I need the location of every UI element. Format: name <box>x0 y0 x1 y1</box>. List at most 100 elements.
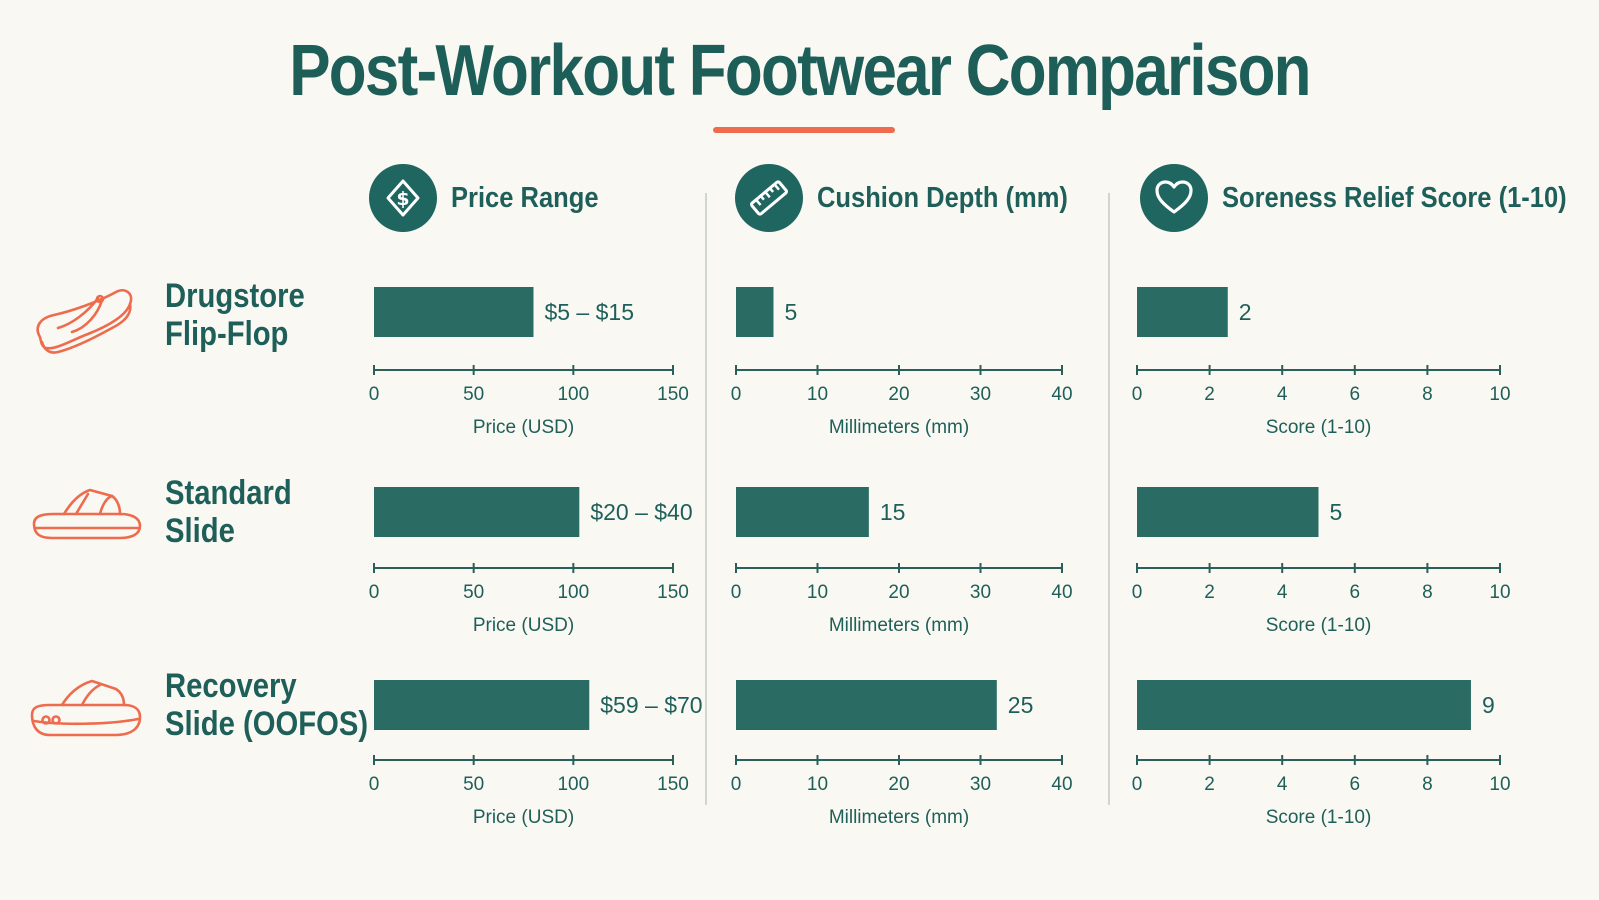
row-label-standard-slide: Standard Slide <box>165 474 337 550</box>
bar-value-label: 15 <box>880 499 906 525</box>
tick-label: 50 <box>463 384 484 405</box>
tick-label: 20 <box>888 774 909 795</box>
tick-label: 50 <box>463 774 484 795</box>
bar <box>736 487 869 537</box>
bar <box>374 487 580 537</box>
tick-label: 6 <box>1350 582 1361 603</box>
row-label-line: Drugstore <box>165 277 305 315</box>
bar <box>374 287 534 337</box>
title-underline <box>713 127 895 133</box>
tick-label: 8 <box>1422 384 1433 405</box>
row-label-flip-flop: Drugstore Flip-Flop <box>165 277 337 353</box>
bar <box>1137 287 1228 337</box>
row-label-line: Slide <box>165 512 235 550</box>
tick-label: 6 <box>1350 384 1361 405</box>
tick-label: 50 <box>463 582 484 603</box>
bar <box>1137 487 1319 537</box>
bar <box>736 680 997 730</box>
column-header-label: Soreness Relief Score (1-10) <box>1222 181 1567 214</box>
x-axis-label: Price (USD) <box>473 417 574 438</box>
tick-label: 100 <box>557 582 589 603</box>
tick-label: 4 <box>1277 582 1288 603</box>
tick-label: 6 <box>1350 774 1361 795</box>
x-axis-label: Score (1-10) <box>1266 807 1372 828</box>
row-label-line: Recovery <box>165 667 297 705</box>
tick-label: 30 <box>970 774 991 795</box>
tick-label: 30 <box>970 384 991 405</box>
x-axis-label: Millimeters (mm) <box>829 807 969 828</box>
tick-label: 40 <box>1051 582 1072 603</box>
tick-label: 0 <box>731 582 742 603</box>
tick-label: 0 <box>1132 582 1143 603</box>
tick-label: 150 <box>657 774 689 795</box>
tick-label: 100 <box>557 774 589 795</box>
row-label-line: Flip-Flop <box>165 315 289 353</box>
x-axis-label: Millimeters (mm) <box>829 417 969 438</box>
tick-label: 0 <box>1132 384 1143 405</box>
column-header-price: $ Price Range <box>369 163 619 233</box>
bar-value-label: 9 <box>1482 692 1495 718</box>
tick-label: 100 <box>557 384 589 405</box>
tick-label: 2 <box>1204 774 1215 795</box>
tick-label: 40 <box>1051 384 1072 405</box>
bar <box>736 287 774 337</box>
tick-label: 20 <box>888 582 909 603</box>
tick-label: 10 <box>1489 582 1510 603</box>
column-header-soreness: Soreness Relief Score (1-10) <box>1140 163 1599 233</box>
tick-label: 10 <box>1489 384 1510 405</box>
bar <box>1137 680 1471 730</box>
row-label-recovery-slide: Recovery Slide (OOFOS) <box>165 667 369 743</box>
tick-label: 10 <box>807 582 828 603</box>
tick-label: 10 <box>1489 774 1510 795</box>
ruler-icon <box>735 164 803 232</box>
tick-label: 40 <box>1051 774 1072 795</box>
tick-label: 20 <box>888 384 909 405</box>
svg-text:$: $ <box>396 188 409 210</box>
heart-icon <box>1140 164 1208 232</box>
x-axis-label: Price (USD) <box>473 807 574 828</box>
tick-label: 8 <box>1422 582 1433 603</box>
tick-label: 0 <box>1132 774 1143 795</box>
x-axis-label: Millimeters (mm) <box>829 615 969 636</box>
tick-label: 0 <box>731 774 742 795</box>
bar-value-label: 5 <box>784 299 797 325</box>
tick-label: 2 <box>1204 384 1215 405</box>
tick-label: 8 <box>1422 774 1433 795</box>
tick-label: 4 <box>1277 384 1288 405</box>
column-divider <box>705 193 707 805</box>
bar-value-label: 5 <box>1330 499 1343 525</box>
bar-value-label: $5 – $15 <box>544 299 634 325</box>
row-label-line: Standard <box>165 474 292 512</box>
bar-value-label: $20 – $40 <box>590 499 692 525</box>
recovery-slide-icon <box>30 679 142 737</box>
tick-label: 0 <box>369 582 380 603</box>
column-header-label: Price Range <box>451 181 599 214</box>
x-axis-label: Score (1-10) <box>1266 615 1372 636</box>
tick-label: 0 <box>731 384 742 405</box>
bar-value-label: 25 <box>1008 692 1034 718</box>
chart-title: Post-Workout Footwear Comparison <box>289 31 1311 111</box>
slide-icon <box>32 488 142 540</box>
column-divider <box>1108 193 1110 805</box>
flip-flop-icon <box>36 289 133 354</box>
bar-value-label: 2 <box>1239 299 1252 325</box>
tick-label: 0 <box>369 774 380 795</box>
x-axis-label: Price (USD) <box>473 615 574 636</box>
tick-label: 0 <box>369 384 380 405</box>
tick-label: 10 <box>807 384 828 405</box>
dollar-icon: $ <box>369 164 437 232</box>
column-header-cushion: Cushion Depth (mm) <box>735 163 1102 233</box>
bar <box>374 680 590 730</box>
row-label-line: Slide (OOFOS) <box>165 705 369 743</box>
column-header-label: Cushion Depth (mm) <box>817 181 1068 214</box>
tick-label: 10 <box>807 774 828 795</box>
tick-label: 150 <box>657 384 689 405</box>
tick-label: 2 <box>1204 582 1215 603</box>
bar-value-label: $59 – $70 <box>600 692 702 718</box>
tick-label: 150 <box>657 582 689 603</box>
tick-label: 30 <box>970 582 991 603</box>
x-axis-label: Score (1-10) <box>1266 417 1372 438</box>
tick-label: 4 <box>1277 774 1288 795</box>
